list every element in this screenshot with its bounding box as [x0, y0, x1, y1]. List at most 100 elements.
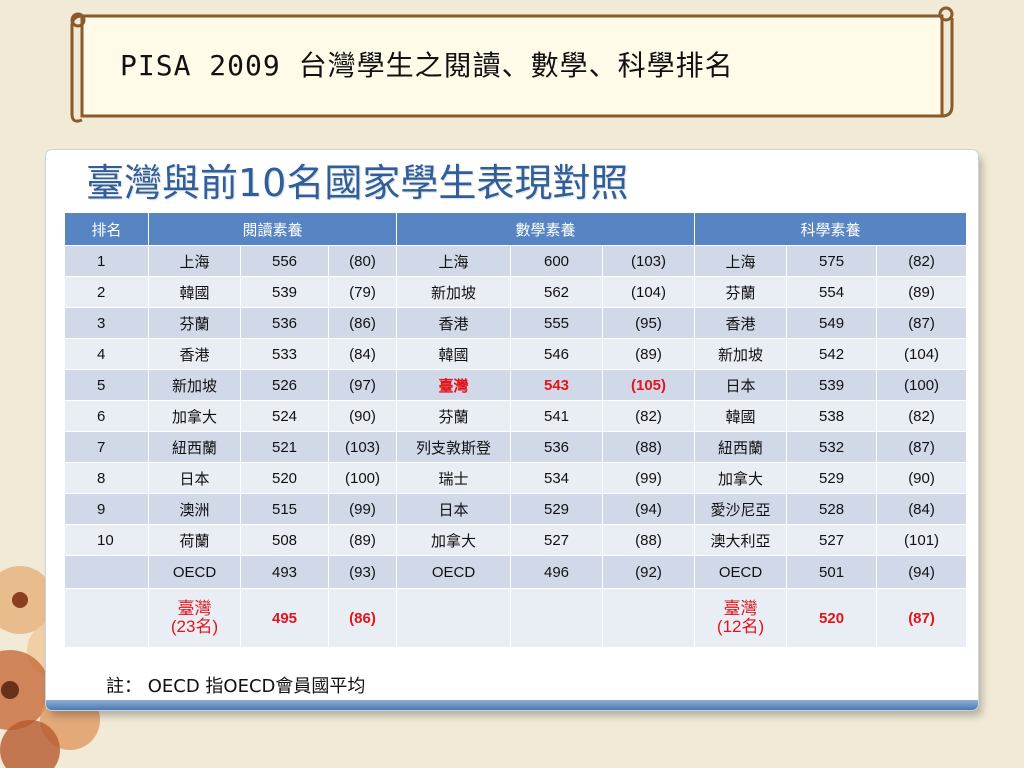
header-rank: 排名: [64, 212, 149, 246]
table-cell: OECD: [148, 555, 241, 589]
card-title: 臺灣與前10名國家學生表現對照: [86, 161, 629, 205]
table-row: 1 上海 556 (80) 上海 600 (103) 上海 575 (82): [64, 245, 968, 277]
table-cell: 香港: [694, 307, 788, 339]
table-cell: 紐西蘭: [694, 431, 788, 463]
table-cell: (93): [327, 555, 398, 589]
taiwan-reading-name: 臺灣 (23名): [148, 588, 241, 648]
table-cell: 2: [64, 276, 149, 308]
table-cell: 愛沙尼亞: [694, 493, 788, 525]
table-cell: 554: [786, 276, 878, 308]
table-cell: 日本: [148, 462, 241, 494]
table-cell: 香港: [148, 338, 241, 370]
taiwan-reading-sd: (86): [327, 588, 398, 648]
table-cell: 1: [64, 245, 149, 277]
table-cell: (80): [327, 245, 398, 277]
table-cell: 韓國: [396, 338, 512, 370]
table-cell: (90): [327, 400, 398, 432]
slide-title: PISA 2009 台灣學生之閱讀、數學、科學排名: [120, 49, 734, 82]
taiwan-rank: (23名): [170, 617, 219, 636]
table-cell: 508: [240, 524, 329, 556]
table-cell: 臺灣: [396, 369, 512, 401]
table-cell: 538: [786, 400, 878, 432]
table-cell: (94): [602, 493, 696, 525]
header-math: 數學素養: [396, 212, 696, 246]
table-cell: 542: [786, 338, 878, 370]
table-cell: 新加坡: [148, 369, 241, 401]
table-cell: 529: [510, 493, 604, 525]
table-cell: (87): [876, 431, 968, 463]
table-cell: 536: [240, 307, 329, 339]
header-science: 科學素養: [694, 212, 968, 246]
table-cell: (79): [327, 276, 398, 308]
table-cell: 546: [510, 338, 604, 370]
table-cell: 加拿大: [148, 400, 241, 432]
table-cell: (84): [327, 338, 398, 370]
taiwan-science-sd: (87): [876, 588, 968, 648]
table-cell: 10: [64, 524, 149, 556]
table-cell: 芬蘭: [148, 307, 241, 339]
ranking-table: 排名 閱讀素養 數學素養 科學素養 1 上海 556 (80) 上海 600 (103) 上海…: [64, 212, 968, 648]
table-cell: 芬蘭: [694, 276, 788, 308]
table-cell: 493: [240, 555, 329, 589]
table-row: 9 澳洲 515 (99) 日本 529 (94) 愛沙尼亞 528 (84): [64, 493, 968, 525]
table-cell: 荷蘭: [148, 524, 241, 556]
table-cell: 534: [510, 462, 604, 494]
taiwan-rank: (12名): [716, 617, 765, 636]
table-cell: 4: [64, 338, 149, 370]
table-cell: 539: [240, 276, 329, 308]
table-cell: (88): [602, 431, 696, 463]
table-cell: 澳大利亞: [694, 524, 788, 556]
table-cell: [396, 588, 512, 648]
table-cell: 香港: [396, 307, 512, 339]
table-cell: (86): [327, 307, 398, 339]
table-cell: (95): [602, 307, 696, 339]
table-cell: 韓國: [694, 400, 788, 432]
table-cell: 韓國: [148, 276, 241, 308]
table-cell: OECD: [694, 555, 788, 589]
scroll-banner: [70, 6, 954, 123]
table-cell: (105): [602, 369, 696, 401]
table-row: 3 芬蘭 536 (86) 香港 555 (95) 香港 549 (87): [64, 307, 968, 339]
table-cell: 539: [786, 369, 878, 401]
table-row: 5 新加坡 526 (97) 臺灣 543 (105) 日本 539 (100): [64, 369, 968, 401]
table-cell: (99): [327, 493, 398, 525]
table-cell: (103): [327, 431, 398, 463]
table-cell: (103): [602, 245, 696, 277]
table-row: 10 荷蘭 508 (89) 加拿大 527 (88) 澳大利亞 527 (101): [64, 524, 968, 556]
table-cell: 536: [510, 431, 604, 463]
table-cell: [64, 588, 149, 648]
header-reading: 閱讀素養: [147, 212, 398, 246]
table-cell: 上海: [694, 245, 788, 277]
taiwan-reading-score: 495: [240, 588, 329, 648]
table-cell: 543: [510, 369, 604, 401]
taiwan-name: 臺灣: [177, 599, 212, 618]
table-cell: (82): [876, 400, 968, 432]
comparison-card: 臺灣與前10名國家學生表現對照 排名 閱讀素養 數學素養 科學素養 1 上海 5 56…: [46, 150, 978, 710]
table-cell: 562: [510, 276, 604, 308]
table-cell: 日本: [396, 493, 512, 525]
table-cell: 新加坡: [396, 276, 512, 308]
table-cell: [64, 555, 149, 589]
table-row: 2 韓國 539 (79) 新加坡 562 (104) 芬蘭 554 (89): [64, 276, 968, 308]
taiwan-science-score: 520: [786, 588, 878, 648]
table-cell: 555: [510, 307, 604, 339]
table-cell: 列支敦斯登: [396, 431, 512, 463]
table-cell: (104): [876, 338, 968, 370]
table-cell: 上海: [396, 245, 512, 277]
table-cell: [602, 588, 696, 648]
table-cell: 533: [240, 338, 329, 370]
table-cell: 524: [240, 400, 329, 432]
table-cell: 520: [240, 462, 329, 494]
card-bottom-bar: [46, 700, 978, 710]
table-cell: 496: [510, 555, 604, 589]
table-cell: (97): [327, 369, 398, 401]
table-cell: 5: [64, 369, 149, 401]
footnote: 註： OECD 指OECD會員國平均: [106, 676, 366, 697]
table-cell: (84): [876, 493, 968, 525]
table-cell: 9: [64, 493, 149, 525]
table-cell: (92): [602, 555, 696, 589]
table-cell: 紐西蘭: [148, 431, 241, 463]
table-cell: 600: [510, 245, 604, 277]
table-cell: (82): [602, 400, 696, 432]
table-cell: 528: [786, 493, 878, 525]
